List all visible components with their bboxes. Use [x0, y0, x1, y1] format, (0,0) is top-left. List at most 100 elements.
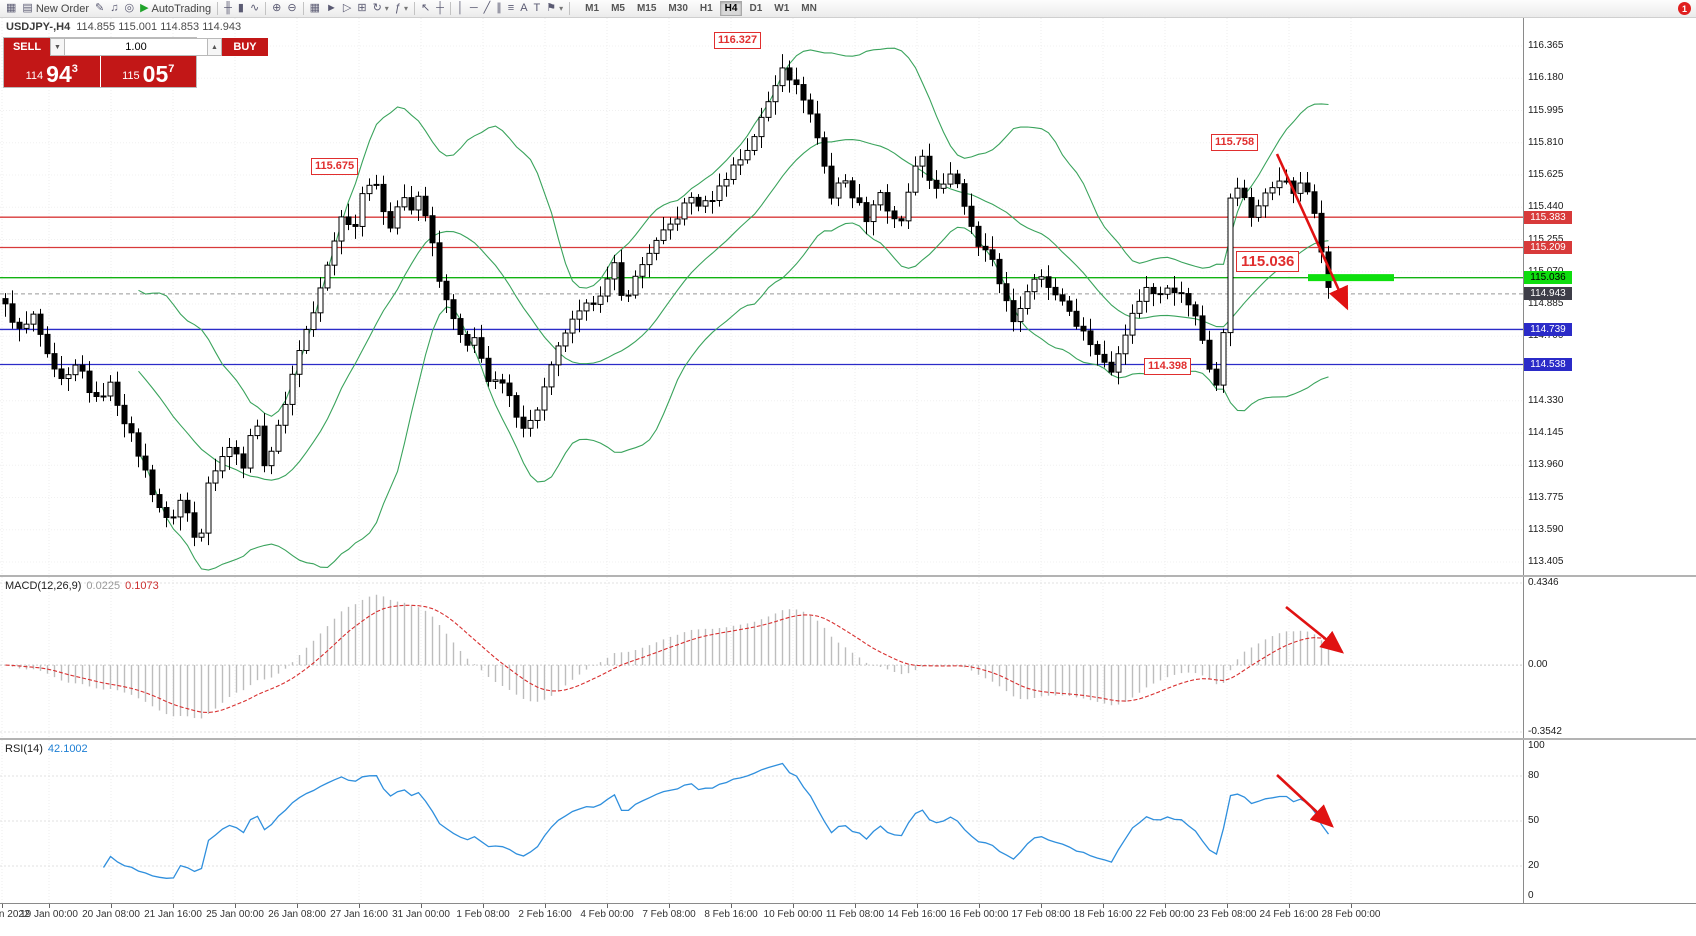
metaeditor-button[interactable]: ✎ — [92, 1, 107, 17]
timeframe-m5-button[interactable]: M5 — [611, 3, 625, 14]
line-chart-button[interactable]: ∿ — [247, 1, 262, 17]
autotrading-button[interactable]: ▶ AutoTrading — [137, 1, 214, 17]
price-scale[interactable] — [1523, 18, 1696, 903]
price-label-annotation[interactable]: 115.758 — [1211, 134, 1259, 151]
volume-input[interactable] — [65, 38, 207, 56]
candle — [716, 185, 723, 202]
timeframe-d1-button[interactable]: D1 — [749, 3, 763, 14]
timeframe-h1-button[interactable]: H1 — [699, 3, 713, 14]
candle — [240, 453, 247, 469]
bollinger-band-line — [138, 139, 1329, 481]
candle — [478, 337, 485, 359]
info-button[interactable]: ◎ — [121, 1, 137, 17]
zoom-in-button[interactable]: ⊕ — [269, 1, 284, 17]
ask-price[interactable]: 115 05 7 — [100, 56, 196, 87]
time-label: 26 Jan 08:00 — [268, 909, 326, 920]
price-label-annotation[interactable]: 115.036 — [1236, 251, 1300, 272]
candlestick-chart[interactable] — [0, 18, 1523, 575]
zoom-out-button[interactable]: ⊖ — [284, 1, 299, 17]
notification-badge[interactable]: 1 — [1678, 2, 1691, 15]
equidistant-channel-button[interactable]: ∥ — [493, 1, 505, 17]
macd-axis-label: 0.00 — [1528, 659, 1548, 671]
bar-chart-button[interactable]: ╫ — [221, 1, 235, 17]
volume-decrease-button[interactable]: ▼ — [50, 38, 65, 56]
candle — [1059, 294, 1066, 302]
buy-button[interactable]: BUY — [222, 38, 268, 56]
bid-figure: 114 — [25, 70, 44, 82]
timeframe-h4-button[interactable]: H4 — [719, 1, 743, 16]
time-tick — [979, 904, 980, 908]
rsi-axis-label: 100 — [1528, 740, 1545, 751]
volume-increase-button[interactable]: ▲ — [207, 38, 222, 56]
candle — [387, 211, 394, 229]
panel-separator[interactable] — [0, 738, 1696, 740]
fibonacci-button[interactable]: ≡ — [505, 1, 517, 17]
time-tick — [359, 904, 360, 908]
rsi-chart[interactable] — [0, 740, 1523, 903]
candle — [1101, 353, 1108, 363]
price-label-annotation[interactable]: 114.398 — [1144, 358, 1192, 375]
timeframe-m1-button[interactable]: M1 — [585, 3, 600, 14]
new-chart-button[interactable]: ▦ — [3, 1, 19, 17]
new-order-button[interactable]: ▤ New Order — [19, 1, 92, 17]
sell-button[interactable]: SELL — [4, 38, 50, 56]
timeframe-toolbar: M1 M5 M15 M30 H1 H4 D1 W1 MN — [579, 1, 823, 16]
macd-label: MACD(12,26,9) 0.0225 0.1073 — [5, 580, 159, 592]
trend-arrow[interactable] — [1276, 774, 1334, 828]
candle — [394, 206, 401, 229]
price-label-annotation[interactable]: 115.675 — [311, 158, 359, 175]
bar-chart-icon: ╫ — [224, 2, 232, 14]
trend-arrow[interactable] — [1275, 153, 1349, 311]
trend-arrow[interactable] — [1285, 605, 1345, 654]
macd-axis-label: 0.4346 — [1528, 577, 1559, 588]
time-label: 27 Jan 16:00 — [330, 909, 388, 920]
candle — [1248, 197, 1255, 218]
time-label: 10 Feb 00:00 — [763, 909, 823, 920]
candle — [226, 446, 233, 458]
trendline-button[interactable]: ╱ — [481, 1, 494, 17]
candle — [352, 223, 359, 227]
arrows-button[interactable]: ⚑ ▾ — [543, 1, 566, 17]
candle — [1297, 182, 1304, 194]
candle — [751, 136, 758, 151]
text-button[interactable]: A — [517, 1, 530, 17]
text-label-button[interactable]: T — [531, 1, 544, 17]
tile-windows-button[interactable]: ▦ — [307, 1, 323, 17]
crosshair-button[interactable]: ┼ — [433, 1, 447, 17]
price-axis-badge: 115.036 — [1524, 271, 1572, 285]
candlestick-chart-button[interactable]: ▮ — [235, 1, 247, 17]
price-axis-label: 114.330 — [1528, 394, 1564, 406]
price-label-annotation[interactable]: 116.327 — [714, 32, 762, 49]
bid-price[interactable]: 114 94 3 — [4, 56, 100, 87]
alerts-button[interactable]: ♫ — [107, 1, 121, 17]
macd-chart[interactable] — [0, 577, 1523, 738]
bid-pips: 94 — [46, 61, 72, 87]
new-subwindow-button[interactable]: ⊞ — [354, 1, 369, 17]
timeframe-m30-button[interactable]: M30 — [668, 3, 688, 14]
indicators-button[interactable]: ƒ ▾ — [392, 1, 411, 17]
panel-separator[interactable] — [0, 575, 1696, 577]
candle — [947, 173, 954, 185]
timeframe-w1-button[interactable]: W1 — [774, 3, 790, 14]
timeframe-m15-button[interactable]: M15 — [636, 3, 657, 14]
time-label: 14 Feb 16:00 — [887, 909, 947, 920]
vertical-line-button[interactable]: │ — [454, 1, 467, 17]
period-cycle-button[interactable]: ↻ ▾ — [370, 1, 392, 17]
price-axis-badge: 115.383 — [1524, 210, 1572, 224]
candle — [1108, 361, 1115, 373]
timeframe-mn-button[interactable]: MN — [801, 3, 817, 14]
time-tick — [669, 904, 670, 908]
candle — [667, 223, 674, 231]
rsi-panel[interactable]: RSI(14) 42.1002 — [0, 740, 1523, 903]
cursor-button[interactable]: ↖ — [418, 1, 433, 17]
candle — [737, 159, 744, 166]
auto-scroll-button[interactable]: ► — [323, 1, 340, 17]
chart-shift-button[interactable]: ▷ — [340, 1, 354, 17]
text-label-icon: T — [533, 2, 541, 14]
candle — [373, 183, 380, 186]
candle — [401, 197, 408, 208]
main-chart-panel[interactable]: USDJPY-,H4 114.855 115.001 114.853 114.94… — [0, 18, 1523, 575]
macd-panel[interactable]: MACD(12,26,9) 0.0225 0.1073 — [0, 577, 1523, 738]
horizontal-line-button[interactable]: ─ — [467, 1, 481, 17]
